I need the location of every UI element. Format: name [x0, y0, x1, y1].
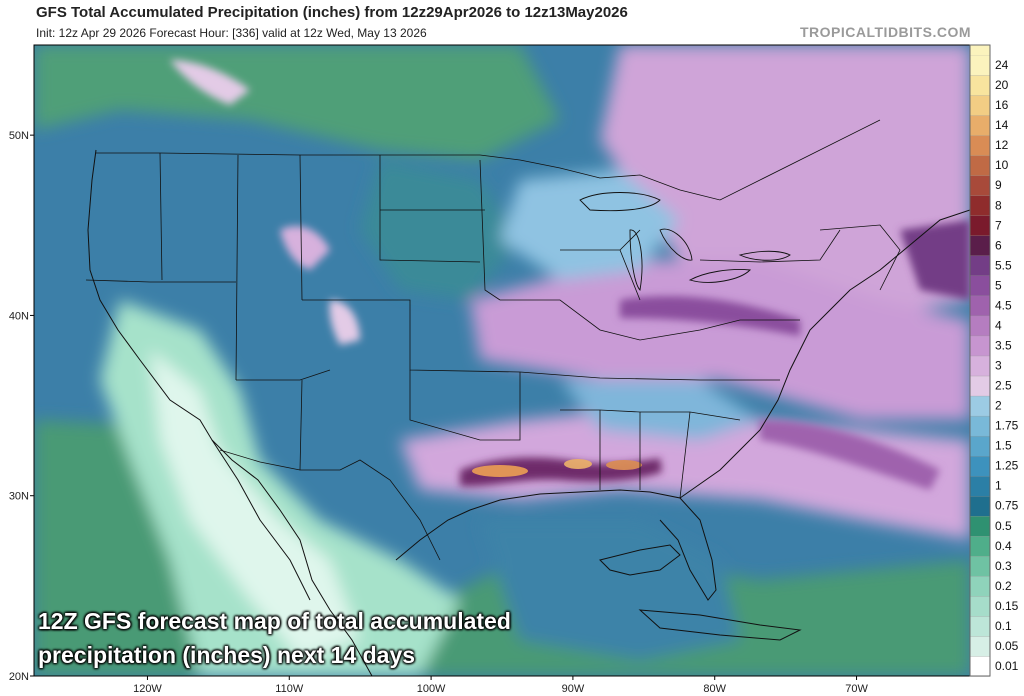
legend-cap	[970, 45, 990, 56]
legend-label: 24	[995, 58, 1009, 72]
legend-swatch	[969, 575, 991, 597]
lat-tick-label: 20N	[9, 671, 29, 683]
legend-label: 3	[995, 359, 1002, 373]
legend-swatch	[969, 195, 991, 216]
legend-label: 0.2	[995, 579, 1012, 593]
legend-swatch	[969, 635, 991, 657]
legend-swatch	[969, 395, 991, 417]
legend-swatch	[969, 615, 991, 637]
lon-tick-label: 90W	[562, 683, 585, 695]
legend-swatch	[969, 54, 991, 76]
legend-swatch	[969, 435, 991, 457]
legend-label: 1	[995, 479, 1002, 493]
legend-label: 12	[995, 138, 1009, 152]
legend-label: 3.5	[995, 338, 1012, 352]
legend-label: 20	[995, 78, 1009, 92]
legend-swatch	[969, 134, 991, 156]
precip-legend: 0.01 0.05 0.1 0.15 0.2 0.3 0.4 0.5 0.75 1 1.25 1.5 1…	[969, 44, 1019, 677]
brand-watermark: TROPICALTIDBITS.COM	[799, 24, 971, 40]
legend-label: 0.05	[995, 639, 1019, 653]
legend-swatch	[969, 535, 991, 557]
legend-label: 0.5	[995, 519, 1012, 533]
lon-tick-label: 80W	[703, 683, 726, 695]
legend-swatch	[969, 455, 991, 477]
lat-tick-label: 40N	[9, 310, 29, 322]
lat-tick-label: 30N	[9, 491, 29, 503]
legend-swatch	[969, 295, 991, 317]
legend-label: 9	[995, 178, 1002, 192]
legend-label: 5	[995, 278, 1002, 292]
map-subtitle: Init: 12z Apr 29 2026 Forecast Hour: [33…	[36, 26, 427, 40]
legend-swatch	[969, 355, 991, 377]
legend-label: 1.5	[995, 439, 1012, 453]
legend-label: 4.5	[995, 298, 1012, 312]
lon-tick-label: 70W	[845, 683, 868, 695]
legend-swatch	[969, 315, 991, 337]
legend-swatch	[969, 655, 991, 677]
legend-label: 14	[995, 118, 1009, 132]
lon-tick-label: 100W	[417, 683, 446, 695]
precip-field	[34, 45, 970, 676]
legend-label: 7	[995, 218, 1002, 232]
lat-tick-label: 50N	[9, 130, 29, 142]
legend-swatch	[969, 175, 991, 196]
legend-label: 0.01	[995, 659, 1019, 673]
legend-label: 5.5	[995, 258, 1012, 272]
legend-label: 8	[995, 198, 1002, 212]
legend-label: 1.25	[995, 459, 1019, 473]
legend-swatch	[969, 155, 991, 176]
legend-label: 0.3	[995, 559, 1012, 573]
legend-swatch	[969, 275, 991, 297]
legend-swatch	[969, 235, 991, 256]
legend-label: 0.1	[995, 619, 1012, 633]
legend-swatch	[969, 94, 991, 116]
legend-label: 1.75	[995, 419, 1019, 433]
longitude-ticks: 120W 110W 100W 90W 80W 70W	[133, 676, 868, 695]
legend-swatch	[969, 495, 991, 517]
legend-label: 0.75	[995, 499, 1019, 513]
legend-swatch	[969, 114, 991, 136]
legend-swatch	[969, 74, 991, 96]
legend-label: 2	[995, 399, 1002, 413]
legend-label: 0.4	[995, 539, 1012, 553]
legend-label: 2.5	[995, 379, 1012, 393]
lon-tick-label: 120W	[133, 683, 162, 695]
legend-swatch	[969, 255, 991, 277]
legend-label: 6	[995, 238, 1002, 252]
legend-swatch	[969, 375, 991, 397]
legend-swatch	[969, 555, 991, 577]
lon-tick-label: 110W	[275, 683, 304, 695]
legend-label: 16	[995, 98, 1009, 112]
legend-swatch	[969, 595, 991, 617]
legend-swatch	[969, 475, 991, 497]
legend-label: 0.15	[995, 599, 1019, 613]
legend-border	[969, 44, 991, 677]
legend-label: 4	[995, 318, 1002, 332]
legend-swatch	[969, 515, 991, 537]
legend-swatch	[969, 415, 991, 437]
map-caption: 12Z GFS forecast map of total accumulate…	[38, 608, 511, 668]
legend-swatch	[969, 215, 991, 236]
latitude-ticks: 50N 40N 30N 20N	[9, 130, 34, 683]
legend-label: 10	[995, 158, 1009, 172]
legend-swatch	[969, 335, 991, 357]
map-title: GFS Total Accumulated Precipitation (inc…	[36, 4, 628, 21]
